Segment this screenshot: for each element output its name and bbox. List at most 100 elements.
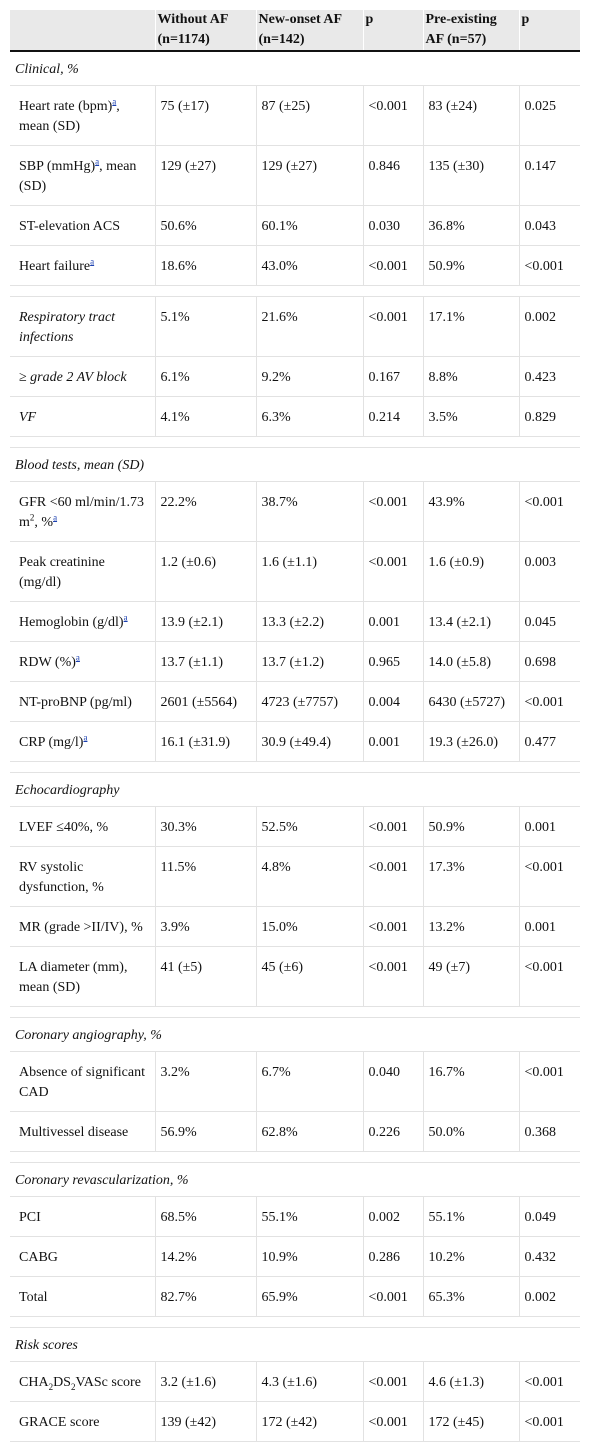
cell-new-onset-af: 38.7% — [255, 481, 363, 542]
cell-pre-existing-af: 6430 (±5727) — [422, 681, 519, 722]
section-header-row: Clinical, % — [10, 51, 580, 86]
cell-p-pre-existing: 0.147 — [518, 145, 580, 206]
cell-new-onset-af: 87 (±25) — [255, 85, 363, 146]
row-label: ST-elevation ACS — [10, 205, 155, 246]
table-row: CHA2DS2VASc score 3.2 (±1.6) 4.3 (±1.6) <0.… — [10, 1361, 580, 1402]
label-text: CRP (mg/l) — [19, 735, 84, 750]
cell-without-af: 30.3% — [154, 806, 256, 847]
cell-pre-existing-af: 10.2% — [422, 1236, 519, 1277]
footnote-marker: a — [53, 512, 58, 523]
cell-new-onset-af: 1.6 (±1.1) — [255, 541, 363, 602]
cell-without-af: 14.2% — [154, 1236, 256, 1277]
header-cell-p-new-onset: p — [362, 10, 423, 52]
cell-pre-existing-af: 4.6 (±1.3) — [422, 1361, 519, 1402]
table-row: Respiratory tract infections 5.1% 21.6% <0.… — [10, 296, 580, 357]
table-row: Absence of significant CAD 3.2% 6.7% 0.040 1… — [10, 1051, 580, 1112]
spacer-cell — [10, 1316, 580, 1328]
row-label-text: GRACE score — [15, 1413, 150, 1433]
cell-new-onset-af: 10.9% — [255, 1236, 363, 1277]
cell-p-new-onset: 0.030 — [362, 205, 423, 246]
label-text: GFR <60 ml/min/1.73 m — [19, 495, 144, 530]
cell-without-af: 75 (±17) — [154, 85, 256, 146]
table-row: Peak creatinine (mg/dl) 1.2 (±0.6) 1.6 (±1… — [10, 541, 580, 602]
footnote-marker: a — [112, 96, 117, 107]
row-label-text: Peak creatinine (mg/dl) — [15, 553, 150, 593]
cell-pre-existing-af: 135 (±30) — [422, 145, 519, 206]
cell-p-new-onset: <0.001 — [362, 1401, 423, 1442]
cell-pre-existing-af: 83 (±24) — [422, 85, 519, 146]
table-row: Heart rate (bpm)a, mean (SD) 75 (±17) 87 (… — [10, 85, 580, 146]
row-label-text: VF — [15, 408, 150, 428]
spacer-cell — [10, 761, 580, 773]
label-text: ≥ grade 2 AV block — [19, 370, 127, 385]
cell-without-af: 139 (±42) — [154, 1401, 256, 1442]
cell-p-pre-existing: <0.001 — [518, 1051, 580, 1112]
label-text: NT-proBNP (pg/ml) — [19, 695, 132, 710]
cell-p-new-onset: 0.002 — [362, 1196, 423, 1237]
section-title: Clinical, % — [10, 51, 580, 86]
cell-without-af: 129 (±27) — [154, 145, 256, 206]
row-label: CHA2DS2VASc score — [10, 1361, 155, 1402]
cell-pre-existing-af: 43.9% — [422, 481, 519, 542]
cell-p-new-onset: <0.001 — [362, 946, 423, 1007]
label-text: VF — [19, 410, 37, 425]
cell-p-pre-existing: <0.001 — [518, 681, 580, 722]
cell-p-pre-existing: 0.045 — [518, 601, 580, 642]
cell-p-new-onset: <0.001 — [362, 1361, 423, 1402]
table-row: VF 4.1% 6.3% 0.214 3.5% 0.829 — [10, 396, 580, 437]
row-label: LA diameter (mm), mean (SD) — [10, 946, 155, 1007]
cell-without-af: 50.6% — [154, 205, 256, 246]
cell-new-onset-af: 52.5% — [255, 806, 363, 847]
table-row: MR (grade >II/IV), % 3.9% 15.0% <0.001 13.2%… — [10, 906, 580, 947]
cell-p-pre-existing: 0.001 — [518, 806, 580, 847]
cell-pre-existing-af: 50.9% — [422, 806, 519, 847]
row-label: NT-proBNP (pg/ml) — [10, 681, 155, 722]
table-row: LVEF ≤40%, % 30.3% 52.5% <0.001 50.9% 0.001 — [10, 806, 580, 847]
cell-new-onset-af: 65.9% — [255, 1276, 363, 1317]
row-label: Respiratory tract infections — [10, 296, 155, 357]
section-header-row: Risk scores — [10, 1327, 580, 1362]
cell-new-onset-af: 13.7 (±1.2) — [255, 641, 363, 682]
section-spacer — [10, 761, 580, 773]
row-label-text: Multivessel disease — [15, 1123, 150, 1143]
row-label: Heart rate (bpm)a, mean (SD) — [10, 85, 155, 146]
table-row: GFR <60 ml/min/1.73 m2, %a 22.2% 38.7% <0.0… — [10, 481, 580, 542]
cell-p-new-onset: <0.001 — [362, 296, 423, 357]
footnote-marker: a — [123, 612, 128, 623]
cell-p-pre-existing: 0.049 — [518, 1196, 580, 1237]
row-label: MR (grade >II/IV), % — [10, 906, 155, 947]
cell-p-new-onset: 0.214 — [362, 396, 423, 437]
label-text: Peak creatinine (mg/dl) — [19, 555, 105, 590]
row-label-text: NT-proBNP (pg/ml) — [15, 693, 150, 713]
row-label-text: CRP (mg/l)a — [15, 733, 150, 753]
table-row: Heart failurea 18.6% 43.0% <0.001 50.9% <0.00… — [10, 245, 580, 286]
cell-p-new-onset: 0.001 — [362, 721, 423, 762]
section-header-row: Coronary angiography, % — [10, 1017, 580, 1052]
footnote-marker: a — [95, 156, 100, 167]
row-label: ≥ grade 2 AV block — [10, 356, 155, 397]
label-suffix: , mean (SD) — [19, 99, 120, 134]
label-suffix: , % — [34, 515, 54, 530]
cell-without-af: 3.2% — [154, 1051, 256, 1112]
data-table: Without AF (n=1174) New-onset AF (n=142)… — [10, 10, 580, 1442]
section-title: Coronary revascularization, % — [10, 1162, 580, 1197]
cell-without-af: 6.1% — [154, 356, 256, 397]
cell-pre-existing-af: 65.3% — [422, 1276, 519, 1317]
cell-without-af: 68.5% — [154, 1196, 256, 1237]
label-text: Absence of significant CAD — [19, 1065, 145, 1100]
cell-new-onset-af: 4723 (±7757) — [255, 681, 363, 722]
cell-p-pre-existing: 0.003 — [518, 541, 580, 602]
cell-pre-existing-af: 50.9% — [422, 245, 519, 286]
cell-p-new-onset: <0.001 — [362, 1276, 423, 1317]
row-label-text: CABG — [15, 1248, 150, 1268]
row-label: RV systolic dysfunction, % — [10, 846, 155, 907]
cell-p-pre-existing: <0.001 — [518, 481, 580, 542]
row-label: SBP (mmHg)a, mean (SD) — [10, 145, 155, 206]
row-label-text: PCI — [15, 1208, 150, 1228]
cell-without-af: 3.9% — [154, 906, 256, 947]
cell-without-af: 11.5% — [154, 846, 256, 907]
cell-pre-existing-af: 36.8% — [422, 205, 519, 246]
table-row: RV systolic dysfunction, % 11.5% 4.8% <0.00… — [10, 846, 580, 907]
cell-p-new-onset: 0.001 — [362, 601, 423, 642]
cell-without-af: 2601 (±5564) — [154, 681, 256, 722]
